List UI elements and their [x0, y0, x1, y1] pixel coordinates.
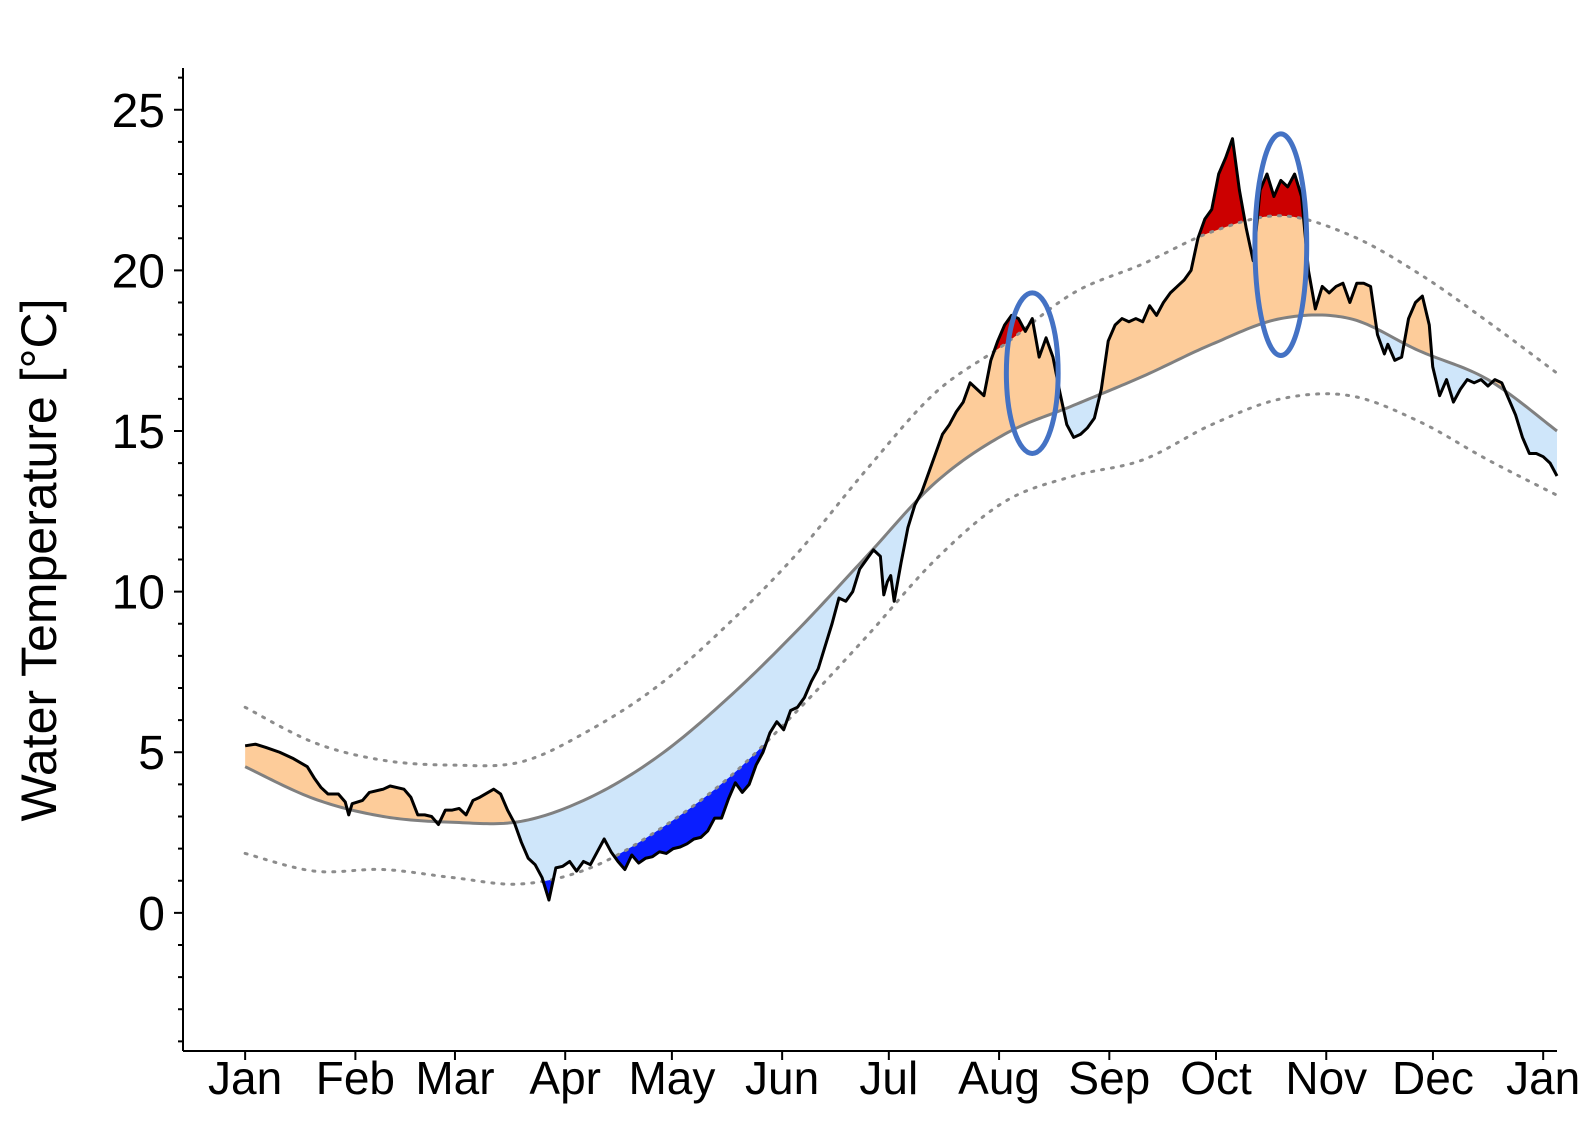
x-tick-label: Oct [1180, 1052, 1252, 1104]
x-tick-label: Jun [745, 1052, 819, 1104]
y-tick-label: 20 [112, 245, 165, 298]
y-tick-label: 10 [112, 567, 165, 620]
y-tick-label: 15 [112, 406, 165, 459]
climatology-line [244, 313, 1558, 826]
x-tick-label: Nov [1285, 1052, 1367, 1104]
x-tick-label: Jan [208, 1052, 282, 1104]
x-tick-label: Aug [958, 1052, 1040, 1104]
highlight-ellipse-2 [1252, 131, 1310, 359]
x-tick-label: Dec [1392, 1052, 1474, 1104]
x-tick-label: May [628, 1052, 715, 1104]
highlight-ellipse-1 [1003, 290, 1061, 456]
lower-threshold-line [243, 392, 1559, 886]
x-tick-label: Mar [415, 1052, 494, 1104]
x-tick-label: Apr [529, 1052, 601, 1104]
y-tick-label: 5 [138, 727, 165, 780]
area-heatwave [994, 138, 1304, 352]
x-tick-label: Jul [859, 1052, 918, 1104]
x-tick-label: Jan [1506, 1052, 1580, 1104]
axes: Water Temperature [°C] 0 5 10 15 20 25 Jan Feb M… [11, 68, 1580, 1104]
x-tick-label: Sep [1068, 1052, 1150, 1104]
y-tick-label: 25 [112, 85, 165, 138]
x-tick-label: Feb [316, 1052, 395, 1104]
area-above-climatology [245, 138, 1506, 824]
anomaly-areas [245, 138, 1558, 901]
series-lines [243, 137, 1559, 902]
observed-temperature-line [244, 137, 1559, 902]
area-below-climatology [347, 329, 1558, 901]
annotations [1003, 131, 1310, 456]
y-tick-label: 0 [138, 888, 165, 941]
y-axis-label: Water Temperature [°C] [11, 299, 67, 822]
upper-threshold-line [243, 214, 1559, 768]
